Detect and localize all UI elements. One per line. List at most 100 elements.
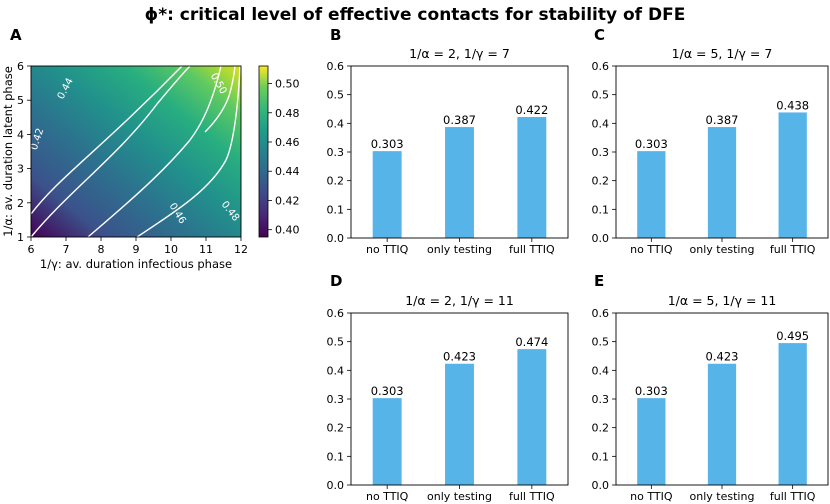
plots-layer: A0.420.440.46 0.480.506 7 8 9 10 11 121234561/γ… [1, 26, 829, 503]
y-tick-label: 0.0 [327, 232, 345, 245]
colorbar-tick-label: 0.42 [275, 194, 300, 207]
contour-line [30, 65, 191, 238]
bar-value-label: 0.387 [443, 113, 476, 127]
bar [707, 127, 737, 238]
subplot-title: 1/α = 5, 1/γ = 7 [672, 46, 773, 61]
bar-value-label: 0.422 [515, 103, 548, 117]
y-tick-label: 0.3 [327, 393, 345, 406]
bar-value-label: 0.423 [443, 350, 476, 364]
colorbar-tick-label: 0.48 [275, 107, 300, 120]
bar [637, 151, 666, 238]
bar-value-label: 0.495 [776, 329, 809, 343]
y-tick-label: 0.0 [592, 232, 610, 245]
y-tick-label: 0.1 [327, 450, 345, 463]
x-tick-label: full TTIQ [509, 243, 555, 256]
bar-value-label: 0.438 [776, 98, 809, 112]
x-axis-title: 1/γ: av. duration infectious phase [40, 257, 232, 271]
y-tick-label: 0.1 [327, 203, 345, 216]
bar [445, 127, 474, 238]
bar [637, 398, 666, 485]
y-tick-label: 0.4 [592, 117, 610, 130]
y-tick-label: 0.4 [592, 364, 610, 377]
x-tick-label: only testing [427, 243, 492, 256]
x-tick-label: full TTIQ [509, 490, 555, 503]
contour-line [87, 65, 222, 238]
bar [778, 112, 807, 238]
y-tick-label: 0.6 [592, 60, 610, 73]
y-tick-label: 1 [17, 231, 24, 244]
bar-value-label: 0.303 [371, 384, 404, 398]
subplot-title: 1/α = 2, 1/γ = 7 [409, 46, 510, 61]
y-tick-label: 0.6 [327, 60, 345, 73]
y-tick-label: 0.4 [327, 117, 345, 130]
contour-line [30, 65, 183, 215]
x-tick-label: 12 [234, 243, 248, 256]
y-tick-label: 0.3 [592, 393, 610, 406]
panel-letter-b: B [330, 26, 341, 44]
x-tick-label: 8 [98, 243, 105, 256]
y-tick-label: 0.6 [592, 307, 610, 320]
bar-value-label: 0.303 [371, 137, 404, 151]
x-tick-label: full TTIQ [770, 243, 816, 256]
axes-frame [350, 312, 569, 486]
contour-line [136, 65, 241, 238]
y-tick-label: 2 [17, 197, 24, 210]
bar-value-label: 0.387 [706, 113, 739, 127]
x-tick-label: 11 [199, 243, 213, 256]
y-tick-label: 0.3 [327, 146, 345, 159]
x-tick-label: no TTIQ [630, 490, 673, 503]
y-tick-label: 0.5 [592, 336, 610, 349]
bar-value-label: 0.474 [515, 335, 548, 349]
y-tick-label: 3 [17, 163, 24, 176]
x-tick-label: only testing [690, 243, 755, 256]
x-tick-label: full TTIQ [770, 490, 816, 503]
axes-frame [615, 65, 829, 239]
panel-letter-e: E [594, 272, 604, 290]
bar-value-label: 0.303 [635, 137, 668, 151]
x-tick-label: 7 [63, 243, 70, 256]
axes-frame [350, 65, 569, 239]
bar [707, 363, 737, 485]
y-tick-label: 0.2 [592, 175, 610, 188]
y-axis-title: 1/α: av. duration latent phase [1, 66, 15, 237]
contour-line [204, 65, 236, 133]
bar [372, 151, 402, 238]
x-tick-label: only testing [427, 490, 492, 503]
y-tick-label: 0.5 [327, 89, 345, 102]
y-tick-label: 0.5 [592, 89, 610, 102]
panel-letter-d: D [330, 272, 342, 290]
x-tick-label: 10 [164, 243, 178, 256]
bar-value-label: 0.303 [635, 384, 668, 398]
y-tick-label: 6 [17, 60, 24, 73]
colorbar-tick-label: 0.50 [275, 78, 300, 91]
bar [517, 117, 547, 238]
panel-letter-a: A [10, 26, 22, 44]
y-tick-label: 0.1 [592, 450, 610, 463]
bar [445, 363, 474, 485]
y-tick-label: 0.3 [592, 146, 610, 159]
y-tick-label: 0.0 [327, 479, 345, 492]
x-tick-label: 6 [28, 243, 35, 256]
y-tick-label: 0.1 [592, 203, 610, 216]
subplot-title: 1/α = 2, 1/γ = 11 [405, 293, 514, 308]
y-tick-label: 4 [17, 128, 24, 141]
colorbar-tick-label: 0.40 [275, 224, 300, 237]
panel-letter-c: C [594, 26, 605, 44]
colorbar [258, 65, 269, 238]
heatmap-field [31, 66, 241, 237]
colorbar-tick-label: 0.44 [275, 165, 300, 178]
y-tick-label: 0.2 [592, 422, 610, 435]
x-tick-label: no TTIQ [366, 490, 409, 503]
x-tick-label: 9 [133, 243, 140, 256]
x-tick-label: no TTIQ [366, 243, 409, 256]
axes-frame [615, 312, 829, 486]
bar-value-label: 0.423 [706, 350, 739, 364]
x-tick-label: only testing [690, 490, 755, 503]
x-tick-label: no TTIQ [630, 243, 673, 256]
y-tick-label: 0.4 [327, 364, 345, 377]
y-tick-label: 0.6 [327, 307, 345, 320]
subplot-title: 1/α = 5, 1/γ = 11 [668, 293, 777, 308]
bar [372, 398, 402, 485]
colorbar-tick-label: 0.46 [275, 136, 300, 149]
